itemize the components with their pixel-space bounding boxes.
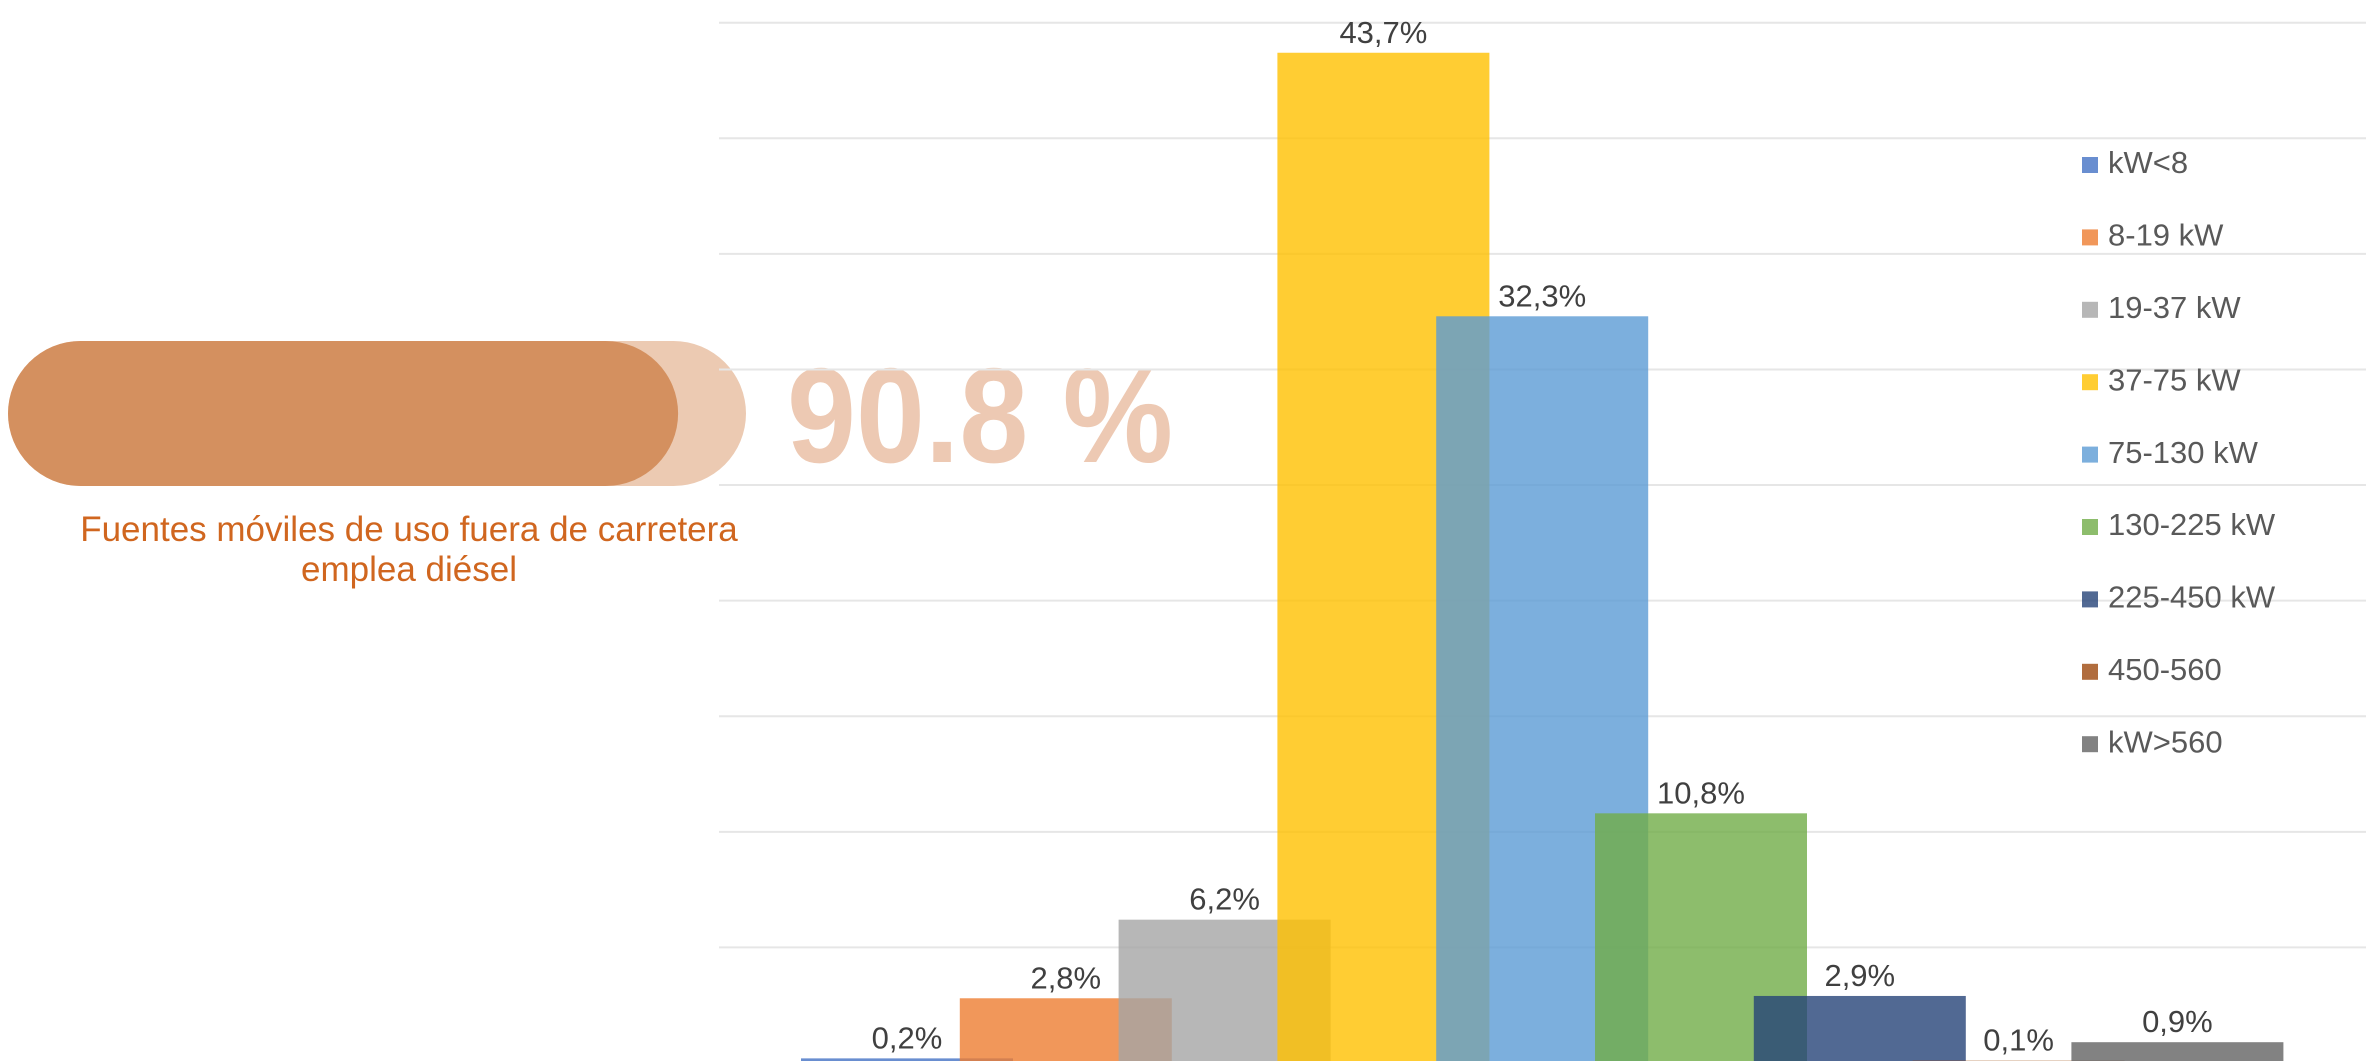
- legend-swatch: [2082, 229, 2098, 246]
- legend-label: 19-37 kW: [2108, 290, 2241, 325]
- data-label: 10,8%: [1657, 775, 1745, 810]
- data-label: 0,1%: [1983, 1023, 2054, 1058]
- bar: [801, 1058, 1013, 1061]
- legend-swatch: [2082, 157, 2098, 173]
- bar: [1753, 995, 1966, 1061]
- legend-label: kW>560: [2108, 724, 2223, 759]
- data-label: 6,2%: [1189, 882, 1260, 917]
- data-label: 0,2%: [872, 1020, 943, 1055]
- legend-label: 8-19 kW: [2108, 218, 2224, 253]
- data-label: 0,9%: [2142, 1004, 2213, 1039]
- legend-swatch: [2082, 301, 2098, 318]
- legend-label: 225-450 kW: [2108, 580, 2276, 615]
- stat-value: 90.8 %: [787, 340, 1173, 491]
- legend-label: kW<8: [2108, 145, 2188, 180]
- legend-swatch: [2082, 446, 2098, 463]
- legend-swatch: [2082, 519, 2098, 535]
- data-label: 32,3%: [1498, 278, 1586, 313]
- legend-label: 450-560: [2108, 652, 2222, 687]
- legend-label: 75-130 kW: [2108, 435, 2259, 470]
- legend-swatch: [2082, 374, 2098, 391]
- stat-caption: Fuentes móviles de uso fuera de carreter…: [80, 510, 738, 589]
- progress-fill: [8, 341, 679, 486]
- legend-swatch: [2082, 736, 2098, 753]
- data-label: 43,7%: [1339, 15, 1427, 50]
- legend-label: 130-225 kW: [2108, 507, 2276, 542]
- bar: [2071, 1042, 2284, 1061]
- legend-swatch: [2082, 591, 2098, 608]
- data-label: 2,8%: [1030, 960, 1101, 995]
- legend-label: 37-75 kW: [2108, 362, 2241, 397]
- data-label: 2,9%: [1824, 958, 1895, 993]
- legend-swatch: [2082, 663, 2098, 680]
